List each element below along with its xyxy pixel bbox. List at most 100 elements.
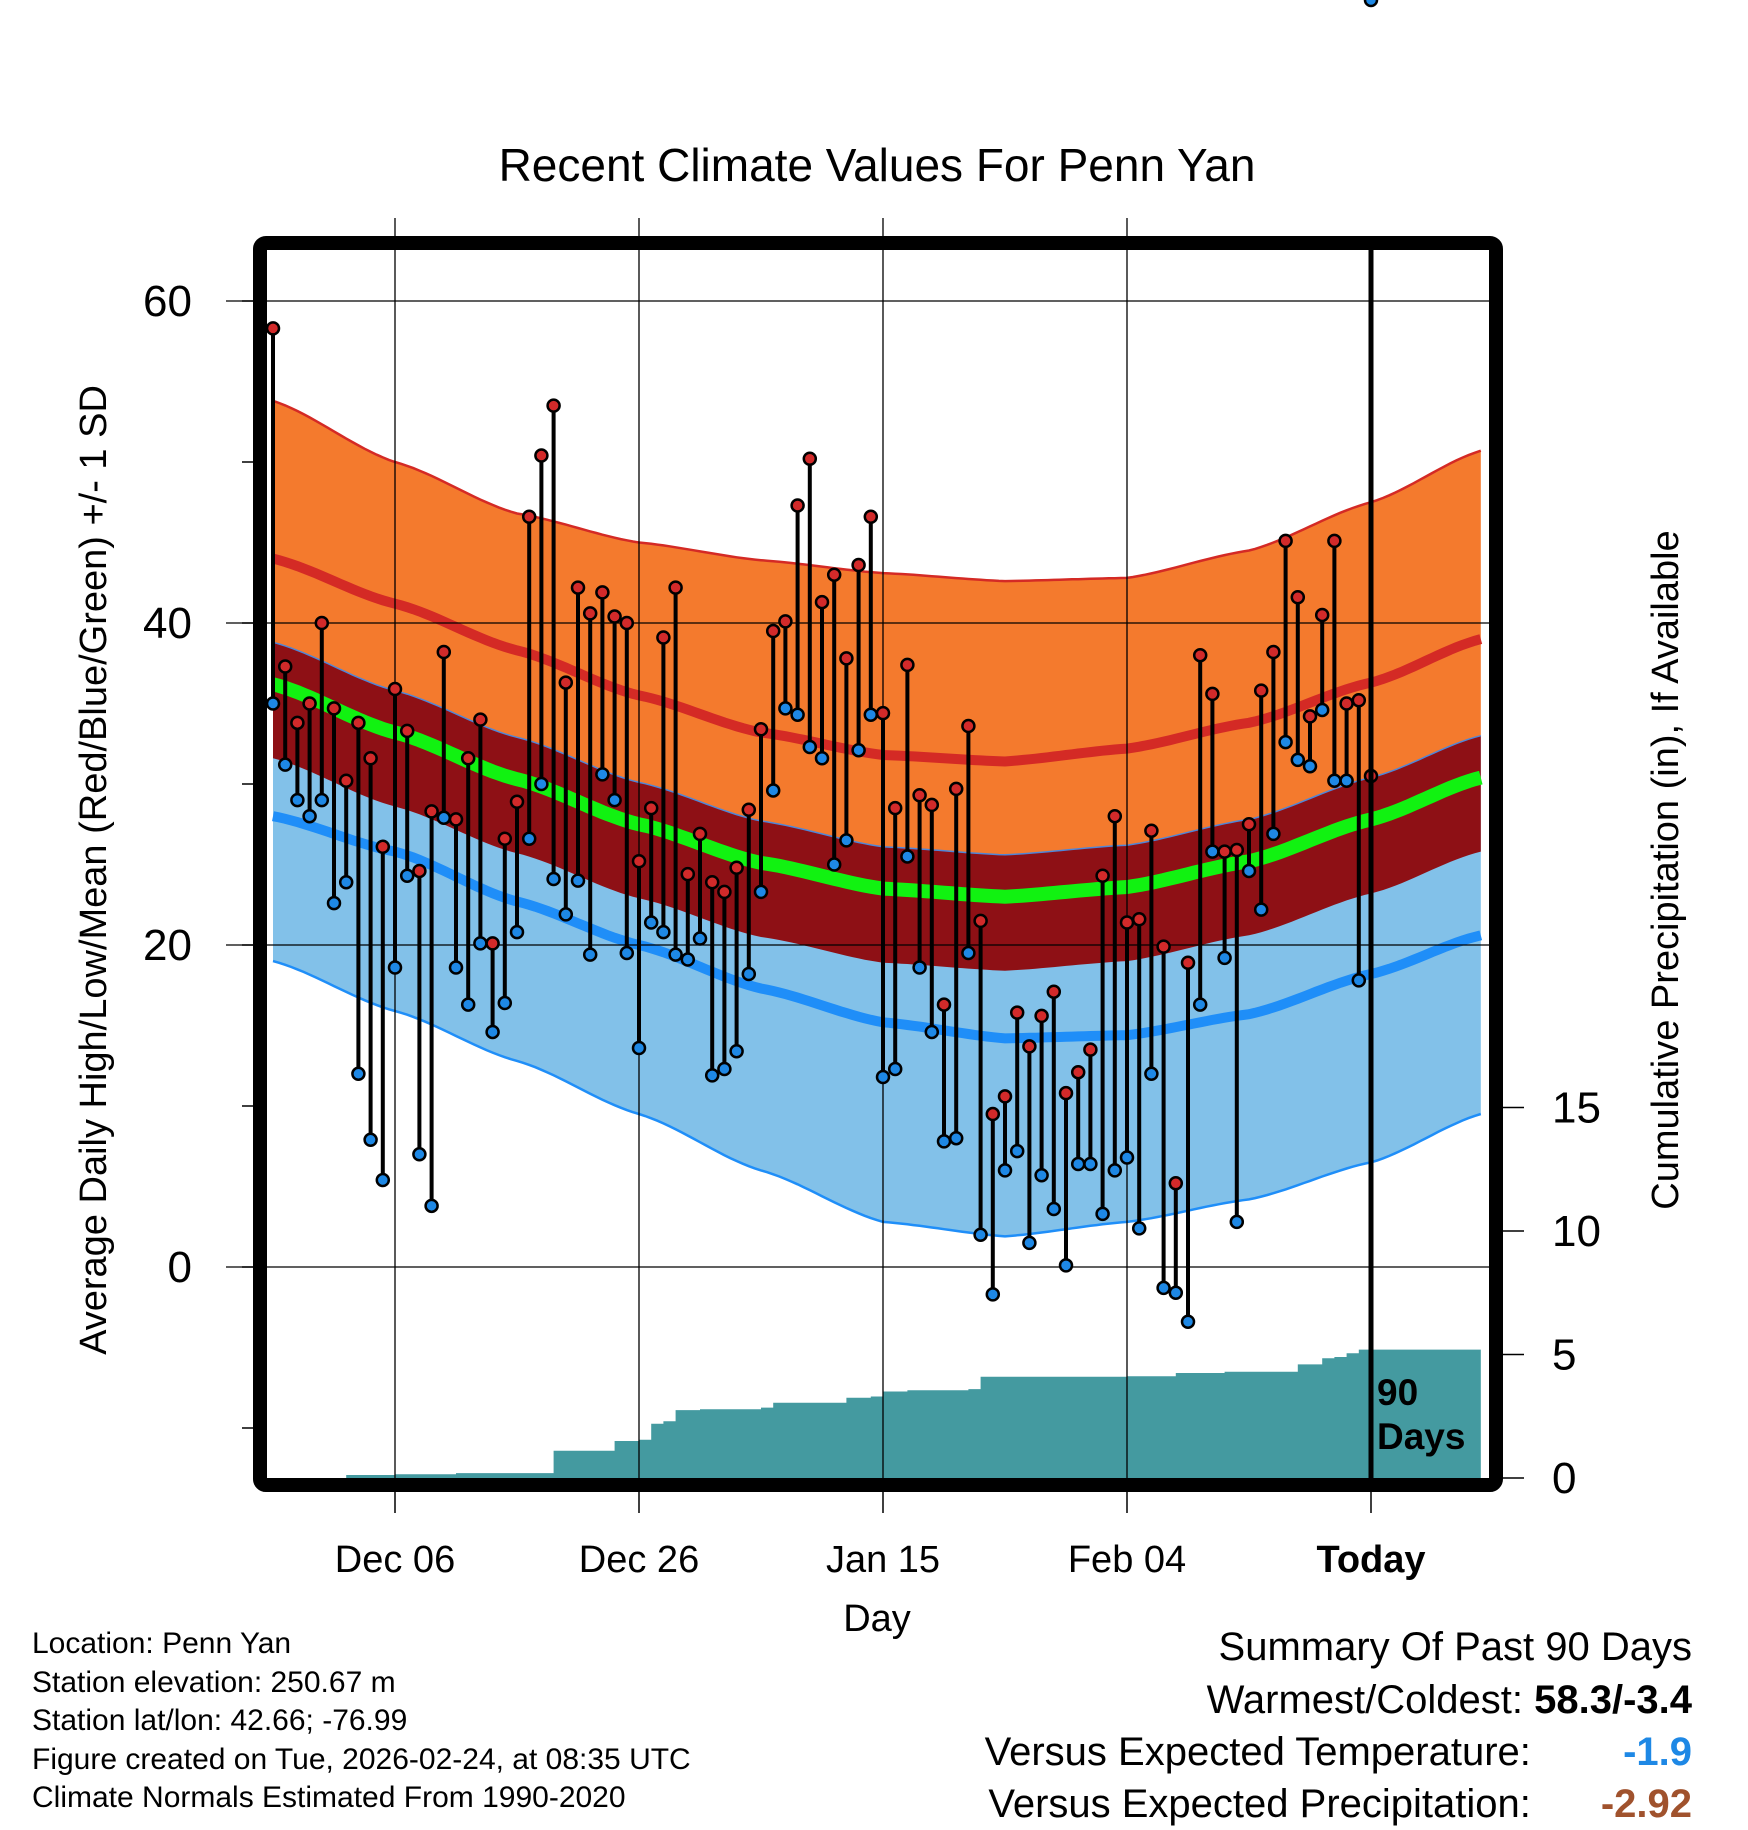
high-temp-point <box>1339 696 1354 711</box>
low-temp-point <box>265 696 281 711</box>
low-temp-point <box>973 1227 988 1243</box>
low-temp-point <box>1168 1285 1184 1301</box>
precip-row: Versus Expected Precipitation: -2.92 <box>985 1778 1692 1830</box>
gridlines <box>226 218 1489 1478</box>
high-temp-point <box>1192 647 1208 663</box>
mean-sd-band <box>273 642 1481 971</box>
low-temp-point <box>1351 973 1367 988</box>
x-tick-label: Today <box>1316 1539 1425 1581</box>
high-temp-point <box>668 580 683 595</box>
high-temp-point <box>973 913 988 929</box>
annotation-line: 90 <box>1377 1372 1418 1413</box>
low-temp-point <box>1266 826 1281 842</box>
high-temp-point <box>802 451 818 467</box>
low-temp-point <box>814 750 830 766</box>
low-temp-point <box>1009 1143 1025 1159</box>
high-temp-point <box>1119 915 1135 930</box>
high-temp-point <box>643 800 659 816</box>
high-temp-point <box>936 997 952 1012</box>
latlon-text: Station lat/lon: 42.66; -76.99 <box>32 1704 408 1737</box>
low-temp-point <box>412 1147 427 1162</box>
high-temp-point <box>912 788 927 803</box>
annotation-line: Days <box>1377 1416 1465 1457</box>
low-temp-point <box>570 873 586 888</box>
y-axis-label: Average Daily High/Low/Mean (Red/Blue/Gr… <box>73 385 115 1355</box>
high-temp-point <box>448 812 464 827</box>
low-temp-point <box>1144 1066 1159 1082</box>
high-temp-point <box>814 594 830 610</box>
warmest-row: Warmest/Coldest: 58.3/-3.4 <box>985 1674 1692 1726</box>
warmest-value: 58.3/-3.4 <box>1534 1678 1692 1722</box>
y2-axis-label: Cumulative Precipitation (in), If Availa… <box>1645 530 1687 1209</box>
low-temp-point <box>887 1061 903 1077</box>
low-temp-point <box>619 945 635 961</box>
high-temp-point <box>997 1089 1013 1104</box>
high-temp-point <box>534 448 549 463</box>
y-tick-label: 20 <box>143 921 192 970</box>
low-temp-point <box>363 1132 378 1148</box>
precip-value: -2.92 <box>1600 1782 1692 1826</box>
low-temp-point <box>351 1066 366 1082</box>
high-temp-point <box>387 681 403 697</box>
high-temp-point <box>1107 808 1123 824</box>
high-temp-point <box>875 705 891 721</box>
low-temp-point <box>582 947 598 962</box>
low-temp-point <box>1022 1235 1037 1251</box>
high-temp-point <box>460 750 476 766</box>
low-temp-point <box>875 1069 891 1085</box>
low-temp-point <box>326 895 342 911</box>
low-temp-point <box>668 947 683 962</box>
high-temp-point <box>741 802 757 818</box>
low-temp-point <box>1034 1167 1049 1183</box>
low-temp-point <box>1229 1214 1245 1230</box>
low-temp-point <box>485 1024 500 1040</box>
low-temp-point <box>924 1024 940 1040</box>
high-temp-point <box>1278 533 1293 549</box>
high-temp-point <box>558 675 574 690</box>
high-temp-point <box>692 826 708 842</box>
high-temp-point <box>1083 1042 1098 1057</box>
y2-tick-label: 0 <box>1552 1454 1576 1503</box>
high-temp-point <box>753 722 769 737</box>
high-temp-point <box>790 498 805 513</box>
temp-value: -1.9 <box>1623 1730 1692 1774</box>
low-temp-point <box>1070 1156 1086 1172</box>
low-temp-point <box>460 997 476 1012</box>
low-temp-point <box>826 857 842 872</box>
high-temp-point <box>1144 823 1159 838</box>
high-temp-point <box>1095 868 1110 884</box>
low-temp-point <box>765 783 781 798</box>
low-temp-point <box>997 1163 1013 1178</box>
low-temp-point <box>839 833 854 848</box>
low-temp-point <box>448 960 464 975</box>
low-temp-point <box>863 707 879 723</box>
high-temp-point <box>1022 1039 1037 1054</box>
plot-frame <box>253 236 1503 1492</box>
high-temp-point <box>924 797 940 813</box>
low-temp-point <box>424 1198 439 1214</box>
axes: 0 20 40 60 0 5 10 15 Dec 06 Dec 26 Jan 15 Feb 04 Tod… <box>143 277 1601 1581</box>
summary-panel: Summary Of Past 90 Days Warmest/Coldest:… <box>985 1620 1692 1830</box>
high-temp-point <box>1314 607 1330 623</box>
low-temp-point <box>717 1061 732 1077</box>
low-temp-point <box>1095 1206 1110 1222</box>
low-temp-point <box>1131 1221 1147 1236</box>
low-temp-point <box>387 960 403 975</box>
station-info: Location: Penn Yan Station elevation: 25… <box>32 1625 691 1818</box>
high-temp-point <box>1266 644 1281 660</box>
x-axis-label: Day <box>843 1598 911 1640</box>
high-temp-point <box>1205 686 1220 702</box>
high-temp-point <box>619 615 635 631</box>
high-temp-point <box>851 557 866 573</box>
high-temp-point <box>985 1106 1001 1122</box>
summary-title: Summary Of Past 90 Days <box>1218 1625 1692 1669</box>
temp-row: Versus Expected Temperature: -1.9 <box>985 1726 1692 1778</box>
low-temp-point <box>741 966 757 982</box>
low-temp-point <box>900 849 915 864</box>
high-temp-point <box>582 606 598 621</box>
low-temp-point <box>1314 702 1330 718</box>
elevation-text: Station elevation: 250.67 m <box>32 1665 396 1699</box>
high-temp-point <box>497 831 513 846</box>
low-temp-point <box>1278 734 1293 750</box>
low-temp-point <box>534 776 549 792</box>
